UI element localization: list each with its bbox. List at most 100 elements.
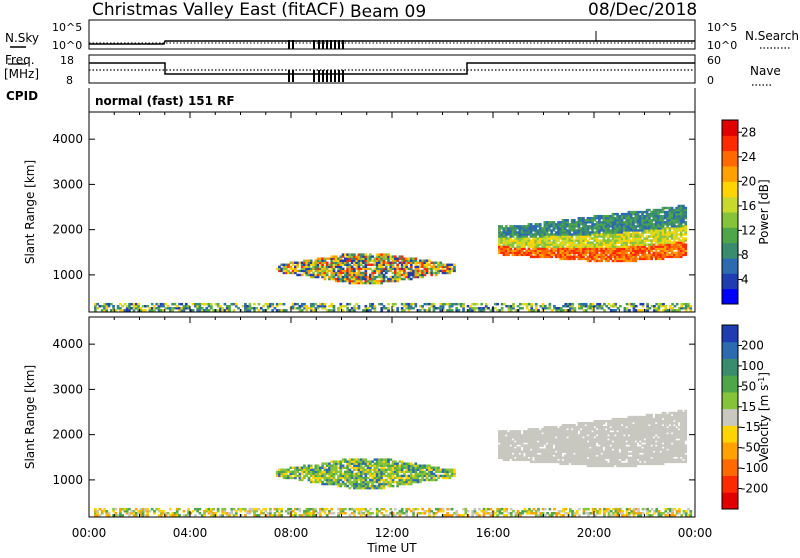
power-cell — [314, 260, 317, 262]
velocity-cell — [571, 510, 574, 512]
power-cell — [410, 303, 413, 305]
power-cell — [153, 305, 156, 307]
power-cell — [374, 257, 377, 259]
power-cell — [651, 305, 654, 307]
velocity-cell — [505, 508, 508, 510]
power-cell — [362, 282, 365, 284]
power-cell — [555, 307, 558, 309]
velocity-cell — [183, 514, 186, 516]
velocity-cell — [505, 514, 508, 516]
velocity-cell — [683, 510, 686, 512]
power-cell — [342, 276, 345, 278]
velocity-cell — [274, 512, 277, 514]
power-cell — [474, 307, 477, 309]
power-cell — [664, 227, 667, 229]
velocity-cell — [146, 508, 149, 510]
power-cell — [394, 303, 397, 305]
velocity-cell — [337, 512, 340, 514]
velocity-cell — [435, 508, 438, 510]
power-cell — [128, 303, 131, 305]
power-cell — [689, 305, 692, 307]
velocity-cell — [335, 479, 338, 481]
velocity-cell — [619, 508, 622, 510]
power-cell — [666, 207, 669, 209]
power-cell — [682, 225, 685, 227]
power-cell — [335, 272, 338, 274]
velocity-cell — [378, 510, 381, 512]
velocity-cell — [578, 514, 581, 516]
power-cell — [539, 305, 542, 307]
power-cell — [635, 305, 638, 307]
velocity-cell — [362, 512, 365, 514]
power-cell — [274, 307, 277, 309]
velocity-cell — [367, 481, 370, 483]
velocity-cell — [346, 460, 349, 462]
velocity-cell — [194, 514, 197, 516]
power-cell — [428, 272, 431, 274]
velocity-cell — [532, 461, 535, 463]
power-cell — [646, 303, 649, 305]
velocity-cell — [608, 508, 611, 510]
velocity-cell — [451, 514, 454, 516]
power-colorbar-segment — [722, 197, 738, 213]
power-cell — [199, 303, 202, 305]
power-cell — [546, 221, 549, 223]
power-cell — [362, 253, 365, 255]
power-cell — [392, 255, 395, 257]
velocity-cell — [439, 475, 442, 477]
velocity-cell — [533, 512, 536, 514]
power-cell — [333, 255, 336, 257]
power-cell — [403, 257, 406, 259]
velocity-cell — [287, 508, 290, 510]
station-title: Christmas Valley East (fitACF) — [92, 0, 345, 20]
velocity-cell — [451, 469, 454, 471]
velocity-cell — [539, 455, 542, 457]
velocity-cell — [337, 460, 340, 462]
power-cell — [684, 243, 687, 245]
power-cell — [124, 309, 127, 311]
velocity-cell — [317, 465, 320, 467]
power-cell — [494, 307, 497, 309]
velocity-cell — [358, 458, 361, 460]
power-cell — [446, 264, 449, 266]
power-cell — [344, 270, 347, 272]
power-cell — [480, 303, 483, 305]
power-cell — [442, 264, 445, 266]
power-cell — [435, 262, 438, 264]
power-cell — [317, 305, 320, 307]
power-cell — [401, 303, 404, 305]
power-cell — [360, 272, 363, 274]
power-cell — [678, 307, 681, 309]
power-cell — [559, 221, 562, 223]
power-cell — [684, 237, 687, 239]
velocity-cell — [546, 444, 549, 446]
velocity-cell — [258, 508, 261, 510]
power-cell — [342, 268, 345, 270]
velocity-cell — [521, 450, 524, 452]
power-cell — [634, 211, 637, 213]
power-cell — [417, 262, 420, 264]
power-cell — [403, 303, 406, 305]
power-cell — [314, 303, 317, 305]
nsky-panel-frame — [89, 20, 695, 49]
power-cell — [516, 231, 519, 233]
velocity-cell — [342, 481, 345, 483]
power-cell — [158, 303, 161, 305]
power-cell — [405, 272, 408, 274]
power-cell — [462, 303, 465, 305]
power-cell — [296, 274, 299, 276]
velocity-cell — [287, 475, 290, 477]
velocity-cell — [301, 514, 304, 516]
velocity-cell — [653, 510, 656, 512]
velocity-cell — [333, 460, 336, 462]
velocity-cell — [196, 508, 199, 510]
power-cell — [646, 243, 649, 245]
power-cell — [474, 303, 477, 305]
power-cell — [667, 309, 670, 311]
power-cell — [246, 305, 249, 307]
velocity-cell — [299, 508, 302, 510]
velocity-cell — [326, 514, 329, 516]
power-cell — [237, 307, 240, 309]
velocity-cell — [637, 508, 640, 510]
power-cell — [417, 266, 420, 268]
